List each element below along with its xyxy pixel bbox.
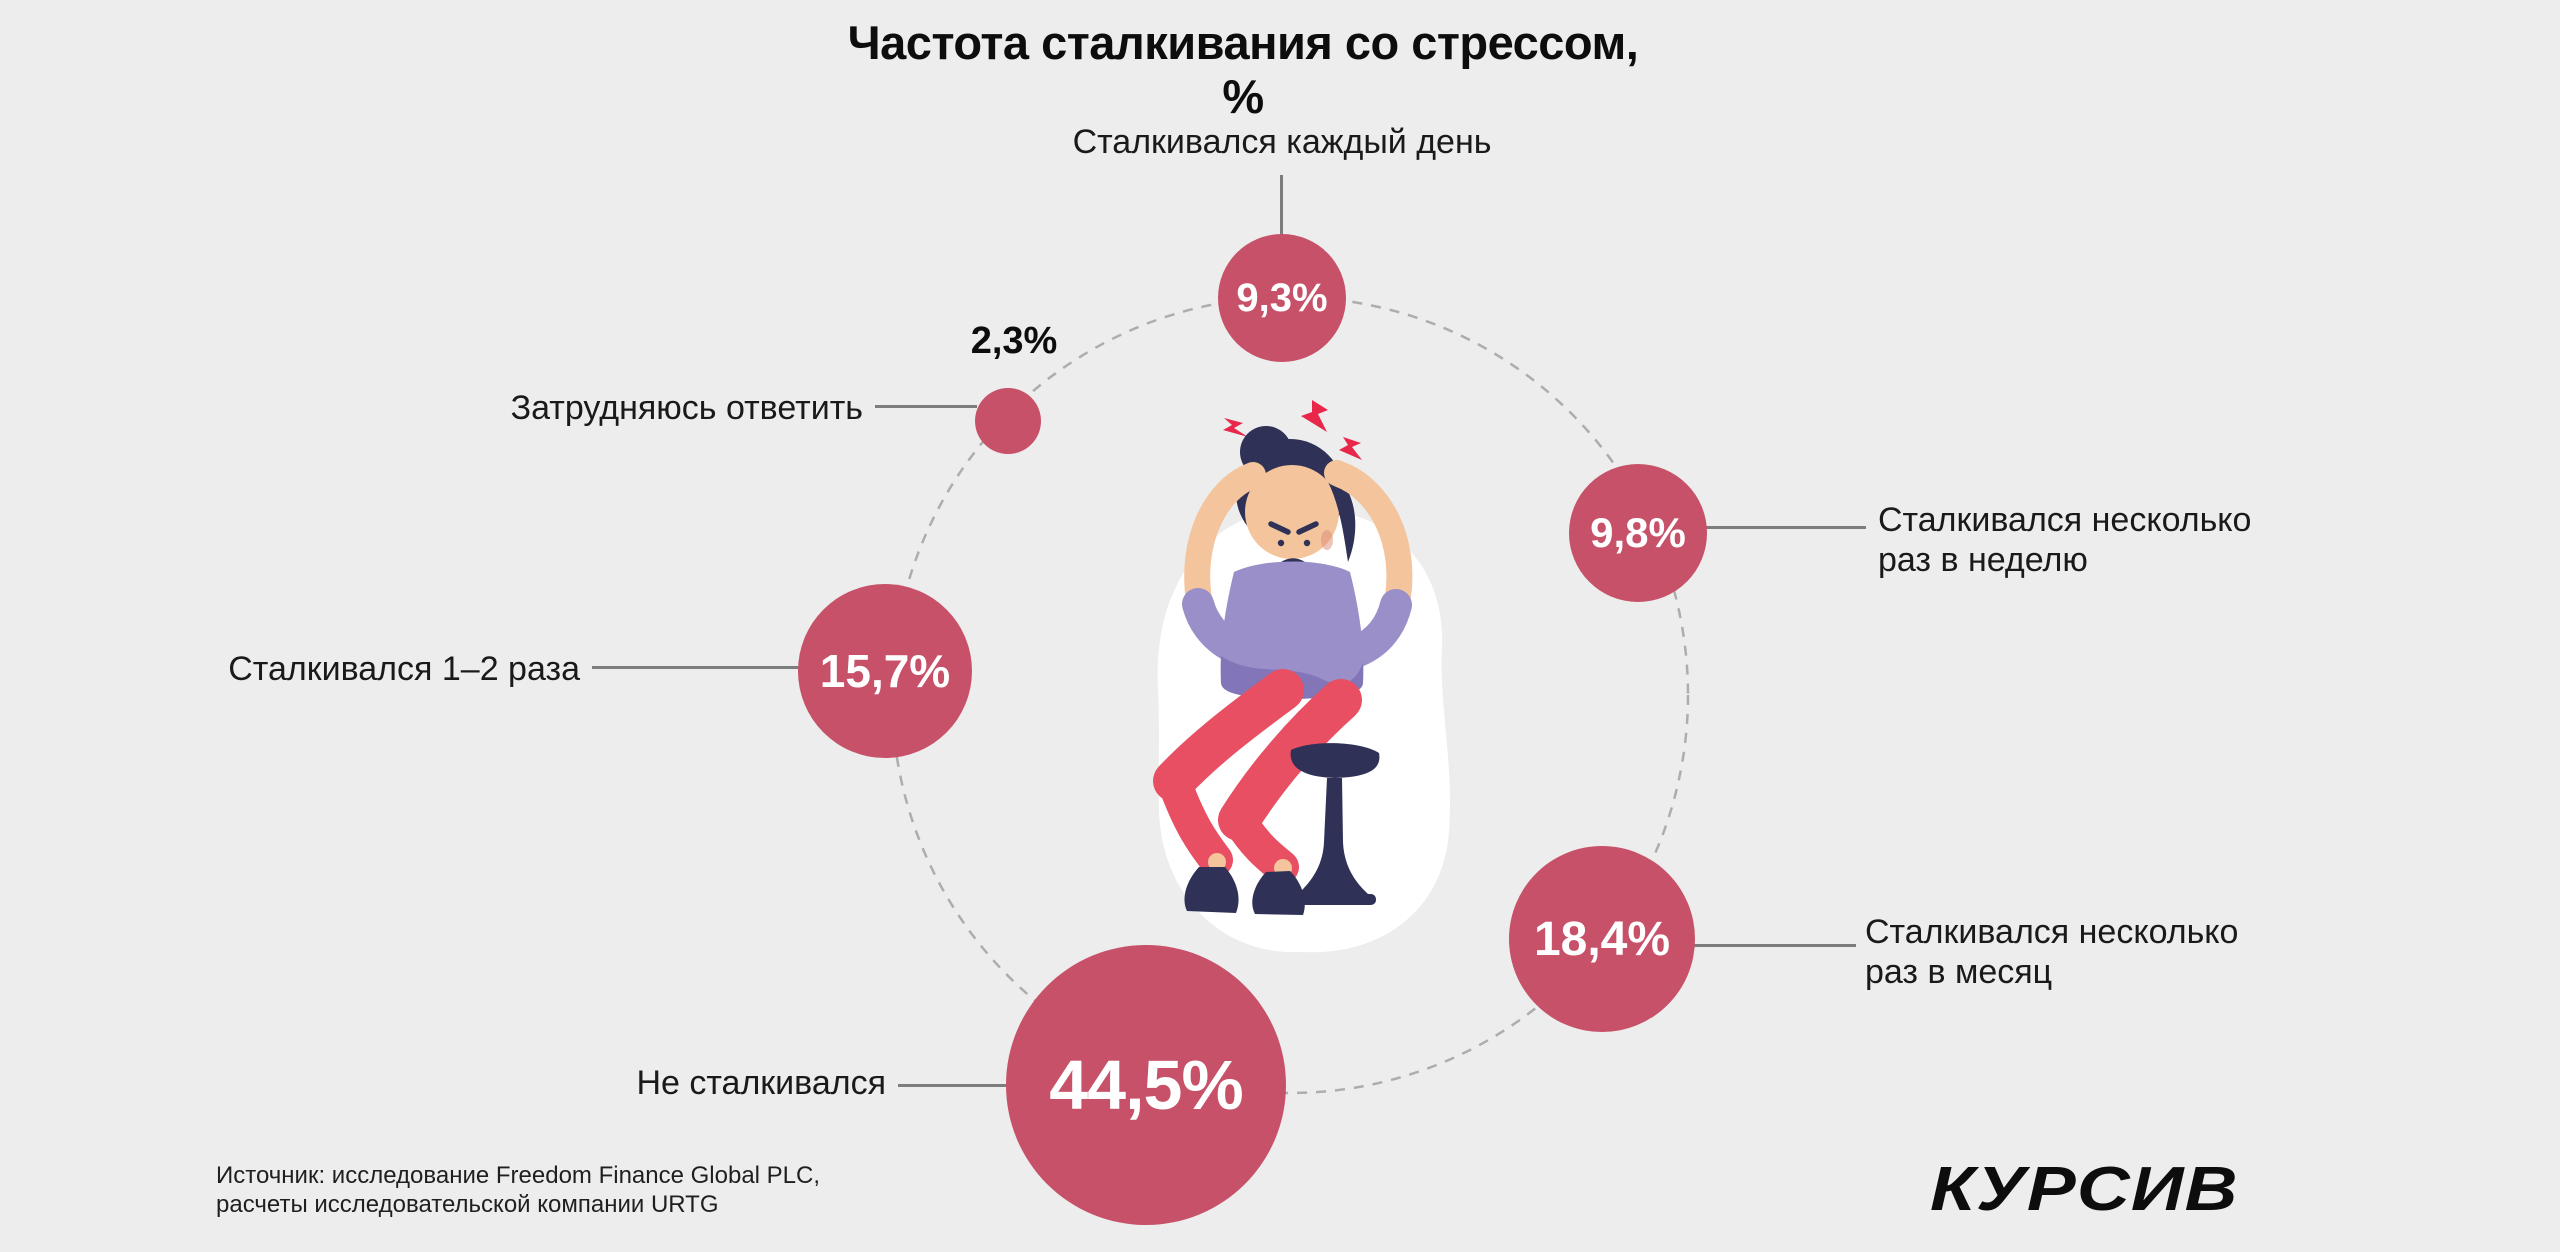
bubble-few-times-month: 18,4% xyxy=(1509,846,1695,1032)
bubble-one-two-times-value: 15,7% xyxy=(819,645,951,697)
label-hard-to-answer: Затрудняюсь ответить xyxy=(510,389,863,427)
bubble-few-times-week-value: 9,8% xyxy=(1590,509,1686,556)
person xyxy=(1153,426,1413,915)
label-one-two-times: Сталкивался 1–2 раза xyxy=(228,650,580,688)
bubble-hard-to-answer-value: 2,3% xyxy=(970,320,1058,362)
bubble-few-times-week: 9,8% xyxy=(1569,464,1707,602)
bubble-every-day-value: 9,3% xyxy=(1236,275,1328,320)
label-every-day: Сталкивался каждый день xyxy=(1072,123,1492,161)
bubble-hard-to-answer xyxy=(975,388,1041,454)
label-never: Не сталкивался xyxy=(636,1064,886,1102)
lightning-icon xyxy=(1223,400,1362,460)
bubble-one-two-times: 15,7% xyxy=(798,584,972,758)
label-few-times-week: Сталкивался несколько раз в неделю xyxy=(1878,501,2252,579)
label-few-times-month: Сталкивался несколько раз в месяц xyxy=(1865,913,2239,991)
stool xyxy=(1290,743,1380,905)
connector-hard-to-answer xyxy=(875,405,977,408)
kursiv-logo: КУРСИВ xyxy=(1930,1155,2239,1224)
connector-never xyxy=(898,1084,1008,1087)
source-line-1: Источник: исследование Freedom Finance G… xyxy=(216,1162,821,1189)
stressed-person-illustration xyxy=(1153,400,1451,953)
chart-title: Частота сталкивания со стрессом, % xyxy=(847,16,1639,123)
connector-one-two-times xyxy=(592,666,800,669)
bubble-every-day: 9,3% xyxy=(1218,234,1346,362)
connector-every-day xyxy=(1280,175,1283,235)
connector-few-times-week xyxy=(1704,526,1866,529)
bubble-never-value: 44,5% xyxy=(1049,1046,1243,1124)
source-note: Источник: исследование Freedom Finance G… xyxy=(216,1161,820,1219)
bubble-few-times-month-value: 18,4% xyxy=(1533,912,1671,966)
bubble-never: 44,5% xyxy=(1006,945,1286,1225)
connector-few-times-month xyxy=(1692,944,1856,947)
source-line-2: расчеты исследовательской компании URTG xyxy=(216,1191,719,1218)
